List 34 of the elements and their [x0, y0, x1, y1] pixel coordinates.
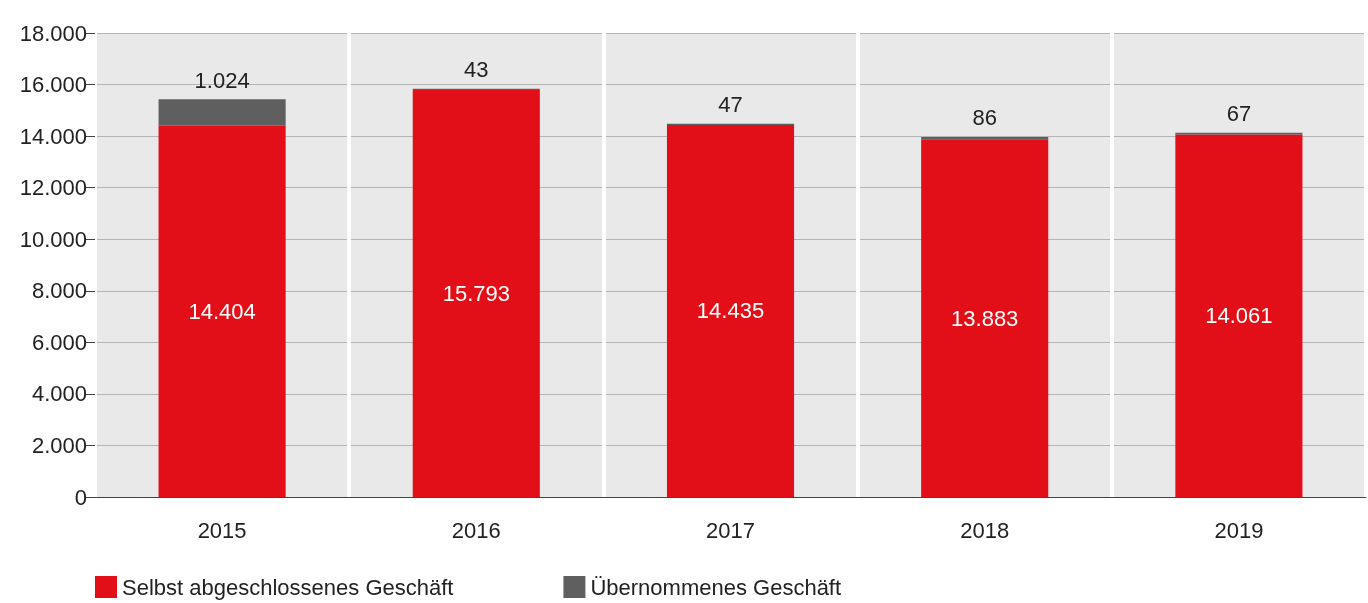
data-label: 14.404	[188, 298, 256, 324]
y-tick-label: 10.000	[19, 226, 87, 252]
data-label: 1.024	[194, 67, 250, 93]
data-label: 47	[718, 92, 743, 118]
x-tick-label: 2018	[960, 517, 1010, 543]
data-label: 86	[972, 105, 997, 131]
bar	[921, 136, 1049, 140]
bar	[158, 99, 286, 126]
bar	[412, 89, 540, 497]
y-tick-label: 12.000	[19, 175, 87, 201]
data-label: 14.061	[1205, 303, 1273, 329]
legend-label: Übernommenes Geschäft	[590, 574, 842, 600]
x-tick-label: 2017	[706, 517, 755, 543]
data-label: 43	[464, 57, 489, 83]
x-tick-label: 2019	[1214, 517, 1264, 543]
bar	[1175, 134, 1303, 497]
y-tick-label: 6.000	[31, 329, 87, 355]
y-tick-label: 18.000	[19, 20, 87, 46]
data-label: 67	[1226, 101, 1252, 127]
data-label: 15.793	[442, 280, 510, 306]
data-label: 14.435	[696, 298, 765, 324]
bar	[921, 139, 1049, 497]
bar	[158, 125, 286, 497]
y-tick-label: 16.000	[19, 72, 87, 98]
y-tick-label: 4.000	[31, 381, 87, 407]
data-label: 13.883	[951, 305, 1019, 331]
x-tick-label: 2015	[197, 517, 247, 543]
y-tick-label: 0	[74, 484, 87, 510]
x-tick-label: 2016	[451, 517, 501, 543]
bar	[666, 124, 795, 497]
y-tick-label: 8.000	[31, 278, 87, 304]
y-tick-label: 2.000	[31, 432, 87, 458]
y-tick-label: 14.000	[19, 123, 87, 149]
legend-label: Selbst abgeschlossenes Geschäft	[122, 574, 454, 600]
